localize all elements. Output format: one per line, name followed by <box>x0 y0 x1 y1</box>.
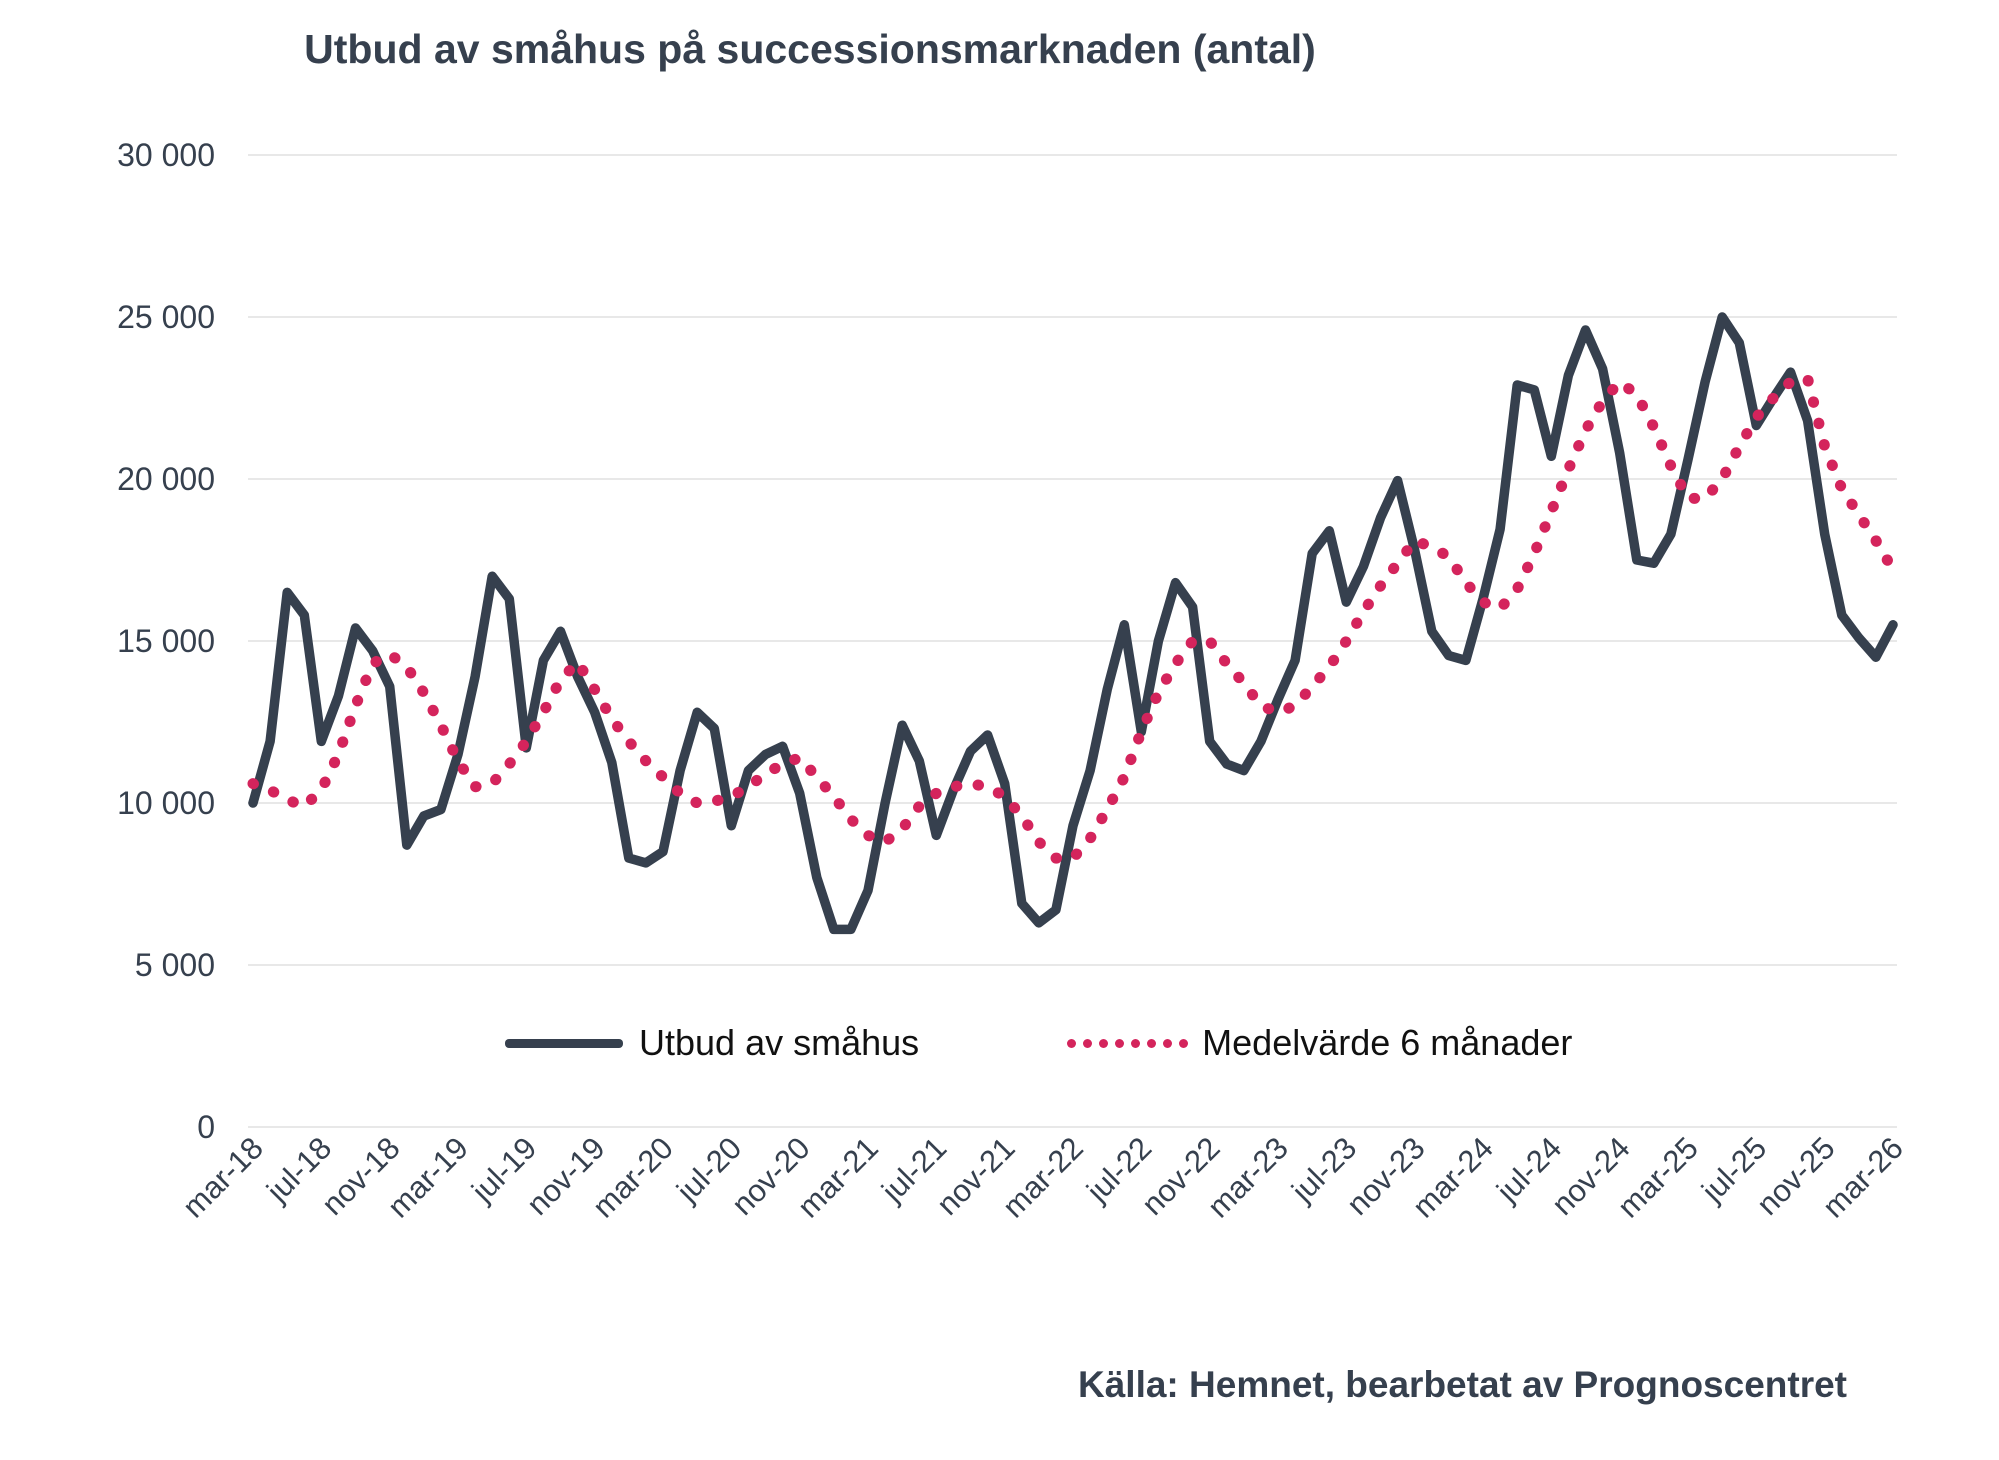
y-tick-label: 15 000 <box>117 623 215 659</box>
dotted-line-swatch-icon <box>1067 1038 1189 1048</box>
source-note: Källa: Hemnet, bearbetat av Prognoscentr… <box>1078 1364 1847 1405</box>
y-tick-label: 20 000 <box>117 461 215 497</box>
y-tick-label: 5 000 <box>135 947 215 983</box>
chart-legend: Utbud av småhus Medelvärde 6 månader <box>505 1022 1572 1064</box>
y-tick-label: 10 000 <box>117 785 215 821</box>
x-tick-label: mar-18 <box>176 1130 270 1224</box>
legend-label-medelvarde: Medelvärde 6 månader <box>1202 1022 1573 1063</box>
legend-label-utbud: Utbud av småhus <box>639 1022 920 1063</box>
legend-item-utbud: Utbud av småhus <box>505 1022 919 1064</box>
medelvarde-dotted-line <box>247 373 1899 864</box>
y-tick-label: 0 <box>197 1109 215 1145</box>
chart-title: Utbud av småhus på successionsmarknaden … <box>304 26 1316 72</box>
y-tick-label: 25 000 <box>117 299 215 335</box>
y-tick-label: 30 000 <box>117 137 215 173</box>
solid-line-swatch-icon <box>505 1038 623 1048</box>
legend-item-medelvarde: Medelvärde 6 månader <box>1067 1022 1572 1064</box>
